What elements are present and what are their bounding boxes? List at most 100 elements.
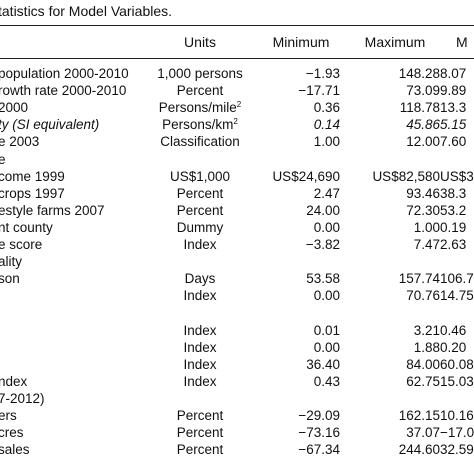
row-units: 1,000 persons — [157, 66, 243, 81]
row-maximum: US$82,580 — [372, 168, 440, 184]
row-label: population 2000-2010 — [0, 66, 129, 81]
row-label: ality — [0, 254, 23, 270]
table-row: sales Percent −67.34 244.60 32.59 — [0, 442, 474, 458]
row-mean: 106.7 — [440, 271, 474, 287]
row-maximum: 73.09 — [406, 83, 440, 99]
table-row: Index 0.01 3.21 0.46 — [0, 323, 474, 339]
row-mean: 2.63 — [440, 237, 467, 252]
table-row: ality — [0, 254, 474, 270]
table-row: estyle farms 2007 Percent 24.00 72.30 53.2 — [0, 203, 474, 219]
row-maximum: 12.00 — [406, 134, 440, 150]
row-units: Persons/mile2 — [158, 100, 242, 116]
table-row: e score Index −3.82 7.47 2.63 — [0, 237, 474, 253]
header-maximum: Maximum — [364, 34, 426, 50]
row-minimum: −73.16 — [298, 425, 340, 441]
table-row: e 2003 Classification 1.00 12.00 7.60 — [0, 134, 474, 150]
row-mean: 60.08 — [440, 356, 474, 372]
row-label: e score — [0, 237, 43, 252]
row-maximum: 1.88 — [413, 339, 440, 355]
row-maximum: 93.46 — [406, 185, 440, 201]
row-units: Percent — [176, 202, 224, 218]
row-label: sales — [0, 442, 30, 458]
row-minimum: −17.71 — [298, 83, 340, 99]
table-row: e — [0, 152, 474, 168]
row-mean: 0.19 — [440, 219, 467, 235]
table-row: rowth rate 2000-2010 Percent −17.71 73.09 9.… — [0, 83, 474, 99]
row-units: Index — [183, 237, 217, 252]
table-row: cres Percent −73.16 37.07 −17.0 — [0, 425, 474, 441]
row-units: Percent — [176, 408, 224, 423]
row-minimum: 2.47 — [313, 185, 340, 201]
row-minimum: 0.00 — [313, 288, 340, 304]
row-minimum: 0.43 — [313, 373, 340, 389]
table-row: crops 1997 Percent 2.47 93.46 38.3 — [0, 186, 474, 202]
row-maximum: 3.21 — [413, 322, 440, 338]
row-maximum: 1.00 — [413, 219, 440, 235]
row-maximum: 157.74 — [398, 271, 440, 287]
row-units: US$1,000 — [169, 168, 231, 184]
units-superscript: 2 — [233, 117, 238, 127]
row-label: e — [0, 151, 6, 167]
table-row: son Days 53.58 157.74 106.7 — [0, 271, 474, 287]
row-label: estyle farms 2007 — [0, 202, 105, 218]
row-maximum: 70.76 — [406, 288, 440, 304]
row-mean: US$35, — [440, 168, 474, 184]
row-units: Classification — [160, 134, 240, 150]
row-label: ndex — [0, 373, 28, 389]
row-mean: 38.3 — [440, 185, 467, 201]
row-minimum: 0.36 — [313, 100, 340, 116]
row-label: ers — [0, 408, 17, 423]
row-label: crops 1997 — [0, 185, 65, 201]
row-mean: −17.0 — [440, 425, 474, 441]
row-minimum: 53.58 — [306, 271, 340, 287]
row-units: Percent — [176, 185, 224, 201]
row-label: come 1999 — [0, 168, 65, 184]
table-row: ty (SI equivalent) Persons/km2 0.14 45.86 5.… — [0, 117, 474, 133]
table-row: nt county Dummy 0.00 1.00 0.19 — [0, 220, 474, 236]
header-mean: M — [456, 34, 468, 50]
row-minimum: −1.93 — [305, 66, 340, 81]
row-units: Percent — [176, 442, 224, 458]
row-units: Percent — [176, 425, 224, 441]
row-mean: 0.46 — [440, 322, 467, 338]
row-label: cres — [0, 425, 24, 441]
row-label: e 2003 — [0, 134, 40, 150]
table-row — [0, 305, 474, 321]
row-minimum: 36.40 — [306, 356, 340, 372]
header-minimum: Minimum — [272, 34, 330, 50]
row-label: 2000 — [0, 100, 29, 116]
row-maximum: 45.86 — [406, 117, 440, 133]
row-mean: 7.60 — [440, 134, 467, 150]
row-mean: 53.2 — [440, 202, 467, 218]
row-units: Percent — [176, 83, 224, 99]
row-units: Index — [183, 373, 217, 389]
row-minimum: 0.14 — [313, 117, 340, 133]
table-row: Index 36.40 84.00 60.08 — [0, 357, 474, 373]
row-maximum: 162.15 — [398, 408, 440, 423]
row-mean: 13.3 — [440, 100, 467, 116]
header-units: Units — [184, 34, 216, 50]
row-units: Days — [184, 271, 216, 287]
row-label: nt county — [0, 219, 53, 235]
table-row: Index 0.00 70.76 14.75 — [0, 288, 474, 304]
row-minimum: −29.09 — [298, 408, 340, 423]
row-mean: 0.20 — [440, 339, 467, 355]
table-row: come 1999 US$1,000 US$24,690 US$82,580US$35… — [0, 169, 474, 185]
table-row: ers Percent −29.09 162.15 10.16 — [0, 408, 474, 424]
row-minimum: −67.34 — [298, 442, 340, 458]
row-mean: 15.03 — [440, 373, 474, 389]
row-units: Index — [183, 288, 217, 304]
row-units: Index — [183, 356, 217, 372]
row-mean: 14.75 — [440, 288, 474, 304]
row-minimum: 1.00 — [313, 134, 340, 150]
table-row: ndex Index 0.43 62.75 15.03 — [0, 374, 474, 390]
units-superscript: 2 — [236, 100, 242, 110]
table-row: 7-2012) — [0, 391, 474, 407]
row-maximum: 244.60 — [398, 442, 440, 458]
table-row: 2000 Persons/mile2 0.36 118.78 13.3 — [0, 100, 474, 116]
row-minimum: 0.01 — [313, 322, 340, 338]
row-label: rowth rate 2000-2010 — [0, 83, 127, 99]
table-row: Index 0.00 1.88 0.20 — [0, 340, 474, 356]
row-minimum: −3.82 — [305, 237, 340, 252]
